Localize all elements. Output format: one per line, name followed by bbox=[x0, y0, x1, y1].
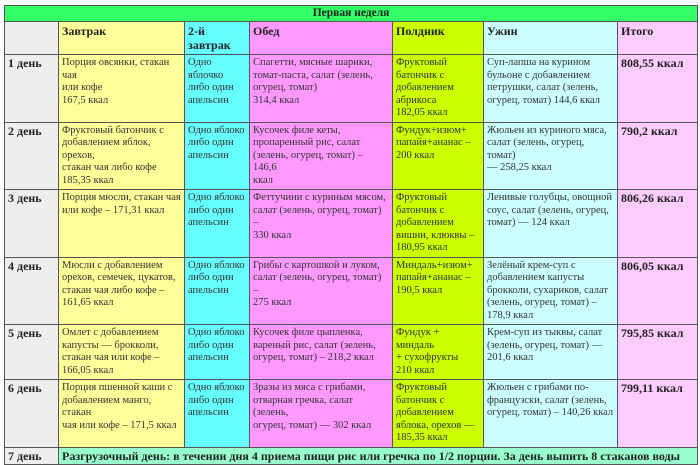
dinner-cell: Ленивые голубцы, овощной соус, салат (зе… bbox=[483, 189, 618, 258]
breakfast-cell: Порция овсянки, стакан чая или кофе 167,… bbox=[58, 54, 185, 123]
lunch-cell: Спагетти, мясные шарики, томат-паста, са… bbox=[249, 54, 393, 123]
total-cell: 808,55 ккал bbox=[616, 54, 699, 123]
table-row: 4 день Мюсли с добавлением орехов, семече… bbox=[4, 256, 699, 325]
day-cell: 5 день bbox=[4, 324, 59, 380]
lunch-cell: Грибы с картошкой и луком, салат (зелень… bbox=[249, 256, 393, 325]
day-cell: 4 день bbox=[4, 256, 59, 325]
header-lunch: Обед bbox=[249, 21, 393, 55]
breakfast-cell: Порция мюсли, стакан чая или кофе – 171,… bbox=[58, 189, 185, 258]
snack-cell: Фундук + миндаль + сухофрукты 210 ккал bbox=[392, 324, 484, 380]
header-row: Завтрак 2-й завтрак Обед Полдник Ужин Ит… bbox=[4, 21, 699, 55]
day-cell: 7 день bbox=[4, 446, 59, 465]
breakfast-cell: Омлет с добавлением капусты — брокколи, … bbox=[58, 324, 185, 380]
second-breakfast-cell: Одно яблоко либо один апельсин bbox=[184, 379, 250, 448]
lunch-cell: Феттучини с куриным мясом, салат (зелень… bbox=[249, 189, 393, 258]
header-breakfast: Завтрак bbox=[58, 21, 185, 55]
total-cell: 806,26 ккал bbox=[616, 189, 699, 258]
table-row: 6 день Порция пшенной каши с добавлением … bbox=[4, 379, 699, 448]
day-cell: 1 день bbox=[4, 54, 59, 123]
title-row: Первая неделя bbox=[3, 5, 699, 22]
header-dinner: Ужин bbox=[483, 21, 618, 55]
dinner-cell: Крем-суп из тыквы, салат (зелень, огурец… bbox=[483, 324, 618, 380]
snack-cell: Фруктовый батончик с добавлением вишни, … bbox=[392, 189, 484, 258]
dinner-cell: Зелёный крем-суп с добавлением капусты б… bbox=[483, 256, 618, 325]
week-title: Первая неделя bbox=[3, 5, 699, 22]
second-breakfast-cell: Одно яблочко либо один апельсин bbox=[184, 54, 250, 123]
total-cell: 806,05 ккал bbox=[616, 256, 699, 325]
table-row: 1 день Порция овсянки, стакан чая или коф… bbox=[4, 54, 699, 123]
lunch-cell: Кусочек филе цыпленка, вареный рис, сала… bbox=[249, 324, 393, 380]
snack-cell: Фруктовый батончик с добавлением абрикос… bbox=[392, 54, 484, 123]
table-row: 2 день Фруктовый батончик с добавлением я… bbox=[4, 121, 699, 190]
lunch-cell: Кусочек филе кеты, пропаренный рис, сала… bbox=[249, 121, 393, 190]
total-cell: 790,2 ккал bbox=[616, 121, 699, 190]
table-row-day7: 7 день Разгрузочный день: в течении дня 4… bbox=[4, 446, 699, 465]
second-breakfast-cell: Одно яблоко либо один апельсин bbox=[184, 189, 250, 258]
table-row: 3 день Порция мюсли, стакан чая или кофе … bbox=[4, 189, 699, 258]
header-snack: Полдник bbox=[392, 21, 484, 55]
header-day bbox=[4, 21, 59, 55]
dinner-cell: Жюльен из куриного мяса, салат (зелень, … bbox=[483, 121, 618, 190]
diet-table: Первая неделя Завтрак 2-й завтрак Обед П… bbox=[3, 5, 699, 465]
header-total: Итого bbox=[616, 21, 699, 55]
fasting-day-note: Разгрузочный день: в течении дня 4 прием… bbox=[57, 446, 699, 465]
breakfast-cell: Порция пшенной каши с добавлением манго,… bbox=[58, 379, 185, 448]
snack-cell: Фундук+изюм+ папайя+ананас – 200 ккал bbox=[392, 121, 484, 190]
header-second-breakfast: 2-й завтрак bbox=[184, 21, 250, 55]
lunch-cell: Зразы из мяса с грибами, отварная гречка… bbox=[249, 379, 393, 448]
day-cell: 3 день bbox=[4, 189, 59, 258]
snack-cell: Фруктовый батончик с добавлением яблока,… bbox=[392, 379, 484, 448]
dinner-cell: Жюльен с грибами по- французски, салат (… bbox=[483, 379, 618, 448]
day-cell: 6 день bbox=[4, 379, 59, 448]
breakfast-cell: Мюсли с добавлением орехов, семечек, цук… bbox=[58, 256, 185, 325]
table-row: 5 день Омлет с добавлением капусты — брок… bbox=[4, 324, 699, 380]
dinner-cell: Суп-лапша на курином бульоне с добавлени… bbox=[483, 54, 618, 123]
total-cell: 795,85 ккал bbox=[616, 324, 699, 380]
day-cell: 2 день bbox=[4, 121, 59, 190]
second-breakfast-cell: Одно яблоко либо один апельсин bbox=[184, 256, 250, 325]
total-cell: 799,11 ккал bbox=[616, 379, 699, 448]
breakfast-cell: Фруктовый батончик с добавлением яблок, … bbox=[58, 121, 185, 190]
second-breakfast-cell: Одно яблоко либо один апельсин bbox=[184, 121, 250, 190]
snack-cell: Миндаль+изюм+ папайя+ананас – 190,5 ккал bbox=[392, 256, 484, 325]
second-breakfast-cell: Одно яблоко либо один апельсин bbox=[184, 324, 250, 380]
